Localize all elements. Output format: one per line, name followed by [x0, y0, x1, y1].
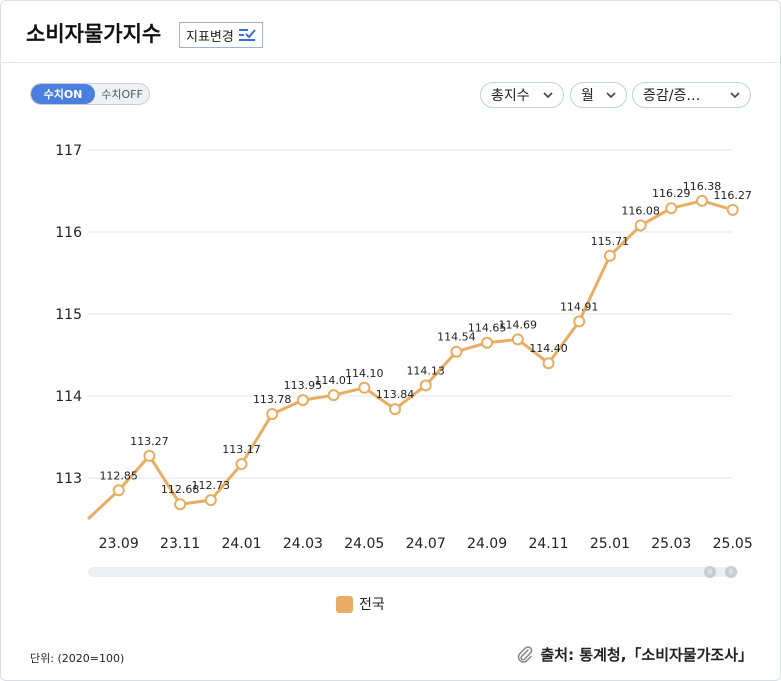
data-point	[235, 458, 248, 471]
data-point	[419, 379, 432, 392]
page-title: 소비자물가지수	[26, 22, 162, 46]
y-tick-label: 115	[55, 307, 82, 323]
value-toggle[interactable]: 수치ON 수치OFF	[30, 83, 150, 105]
data-label: 114.69	[499, 318, 538, 331]
y-tick-label: 113	[55, 471, 82, 487]
data-point	[481, 336, 494, 349]
toggle-off[interactable]: 수치OFF	[101, 88, 143, 101]
x-tick-label: 24.01	[221, 536, 261, 552]
data-label: 112.73	[192, 479, 231, 492]
x-tick-label: 25.03	[651, 536, 691, 552]
data-label: 114.13	[406, 364, 445, 377]
data-point	[573, 315, 586, 328]
dropdown-change[interactable]: 증감/증…	[632, 82, 751, 108]
legend[interactable]: 전국	[336, 594, 385, 614]
change-indicator-label: 지표변경	[186, 29, 234, 45]
data-point	[112, 484, 125, 497]
range-scrollbar[interactable]: ll ll	[88, 566, 738, 578]
data-label: 113.78	[253, 393, 292, 406]
x-tick-label: 24.11	[528, 536, 568, 552]
data-label: 114.65	[468, 322, 507, 335]
data-point	[726, 203, 739, 216]
data-label: 113.27	[130, 435, 169, 448]
data-point	[296, 394, 309, 407]
x-tick-label: 25.05	[713, 536, 753, 552]
change-indicator-button[interactable]: 지표변경	[179, 22, 263, 48]
data-point	[542, 357, 555, 370]
series-line	[86, 199, 734, 521]
data-label: 114.10	[345, 367, 384, 380]
data-label: 114.91	[560, 300, 599, 313]
source-label: 출처: 통계청,「소비자물가조사」	[540, 646, 753, 664]
chevron-down-icon	[606, 91, 616, 98]
data-label: 112.68	[161, 483, 200, 496]
data-point	[603, 249, 616, 262]
range-handle-right[interactable]: ll	[725, 566, 737, 578]
data-point	[696, 194, 708, 207]
data-label: 113.84	[376, 388, 415, 401]
x-tick-label: 23.11	[160, 536, 200, 552]
data-point	[327, 389, 340, 402]
filter-check-icon	[238, 29, 256, 41]
source-note: 출처: 통계청,「소비자물가조사」	[516, 644, 753, 665]
toggle-on[interactable]: 수치ON	[31, 84, 95, 104]
data-point	[358, 381, 371, 394]
data-label: 113.17	[222, 443, 261, 456]
chevron-down-icon	[543, 91, 553, 98]
x-tick-label: 25.01	[590, 536, 630, 552]
line-chart: 113 114 115 116 117 23.09 23.11 24.01 24.03 24.05…	[55, 143, 753, 552]
data-label: 116.27	[713, 189, 752, 202]
dropdown-change-label: 증감/증…	[643, 88, 701, 104]
x-tick-label: 24.05	[344, 536, 384, 552]
legend-label: 전국	[359, 597, 385, 613]
data-point	[174, 498, 187, 511]
data-point	[143, 449, 156, 462]
data-point	[266, 408, 279, 421]
x-tick-label: 24.07	[406, 536, 446, 552]
paperclip-icon	[518, 645, 533, 663]
unit-note: 단위: (2020=100)	[30, 652, 125, 665]
dropdown-index[interactable]: 총지수	[480, 82, 564, 108]
data-label: 115.71	[591, 235, 630, 248]
range-handle-left[interactable]: ll	[704, 566, 716, 578]
y-tick-label: 117	[55, 143, 82, 159]
data-label: 112.85	[99, 469, 138, 482]
dropdown-index-label: 총지수	[491, 88, 530, 104]
x-tick-label: 24.09	[467, 536, 507, 552]
y-tick-label: 116	[55, 225, 82, 241]
data-point	[389, 403, 401, 416]
data-point	[665, 202, 678, 215]
y-tick-label: 114	[55, 389, 82, 405]
data-label: 116.38	[683, 180, 722, 193]
header-divider	[0, 62, 779, 63]
data-label: 113.95	[284, 379, 323, 392]
data-point	[511, 333, 524, 346]
legend-swatch	[336, 595, 353, 613]
data-label: 114.54	[437, 331, 476, 344]
chevron-down-icon	[730, 91, 740, 98]
dropdown-period-label: 월	[581, 88, 594, 104]
data-point	[204, 494, 217, 507]
data-label: 116.29	[652, 187, 691, 200]
dropdown-period[interactable]: 월	[570, 82, 627, 108]
data-label: 114.01	[314, 374, 353, 387]
data-point	[450, 345, 463, 358]
x-tick-label: 23.09	[99, 536, 139, 552]
data-point	[634, 219, 647, 232]
x-tick-label: 24.03	[283, 536, 323, 552]
data-label: 114.40	[529, 342, 568, 355]
data-label: 116.08	[621, 204, 660, 217]
